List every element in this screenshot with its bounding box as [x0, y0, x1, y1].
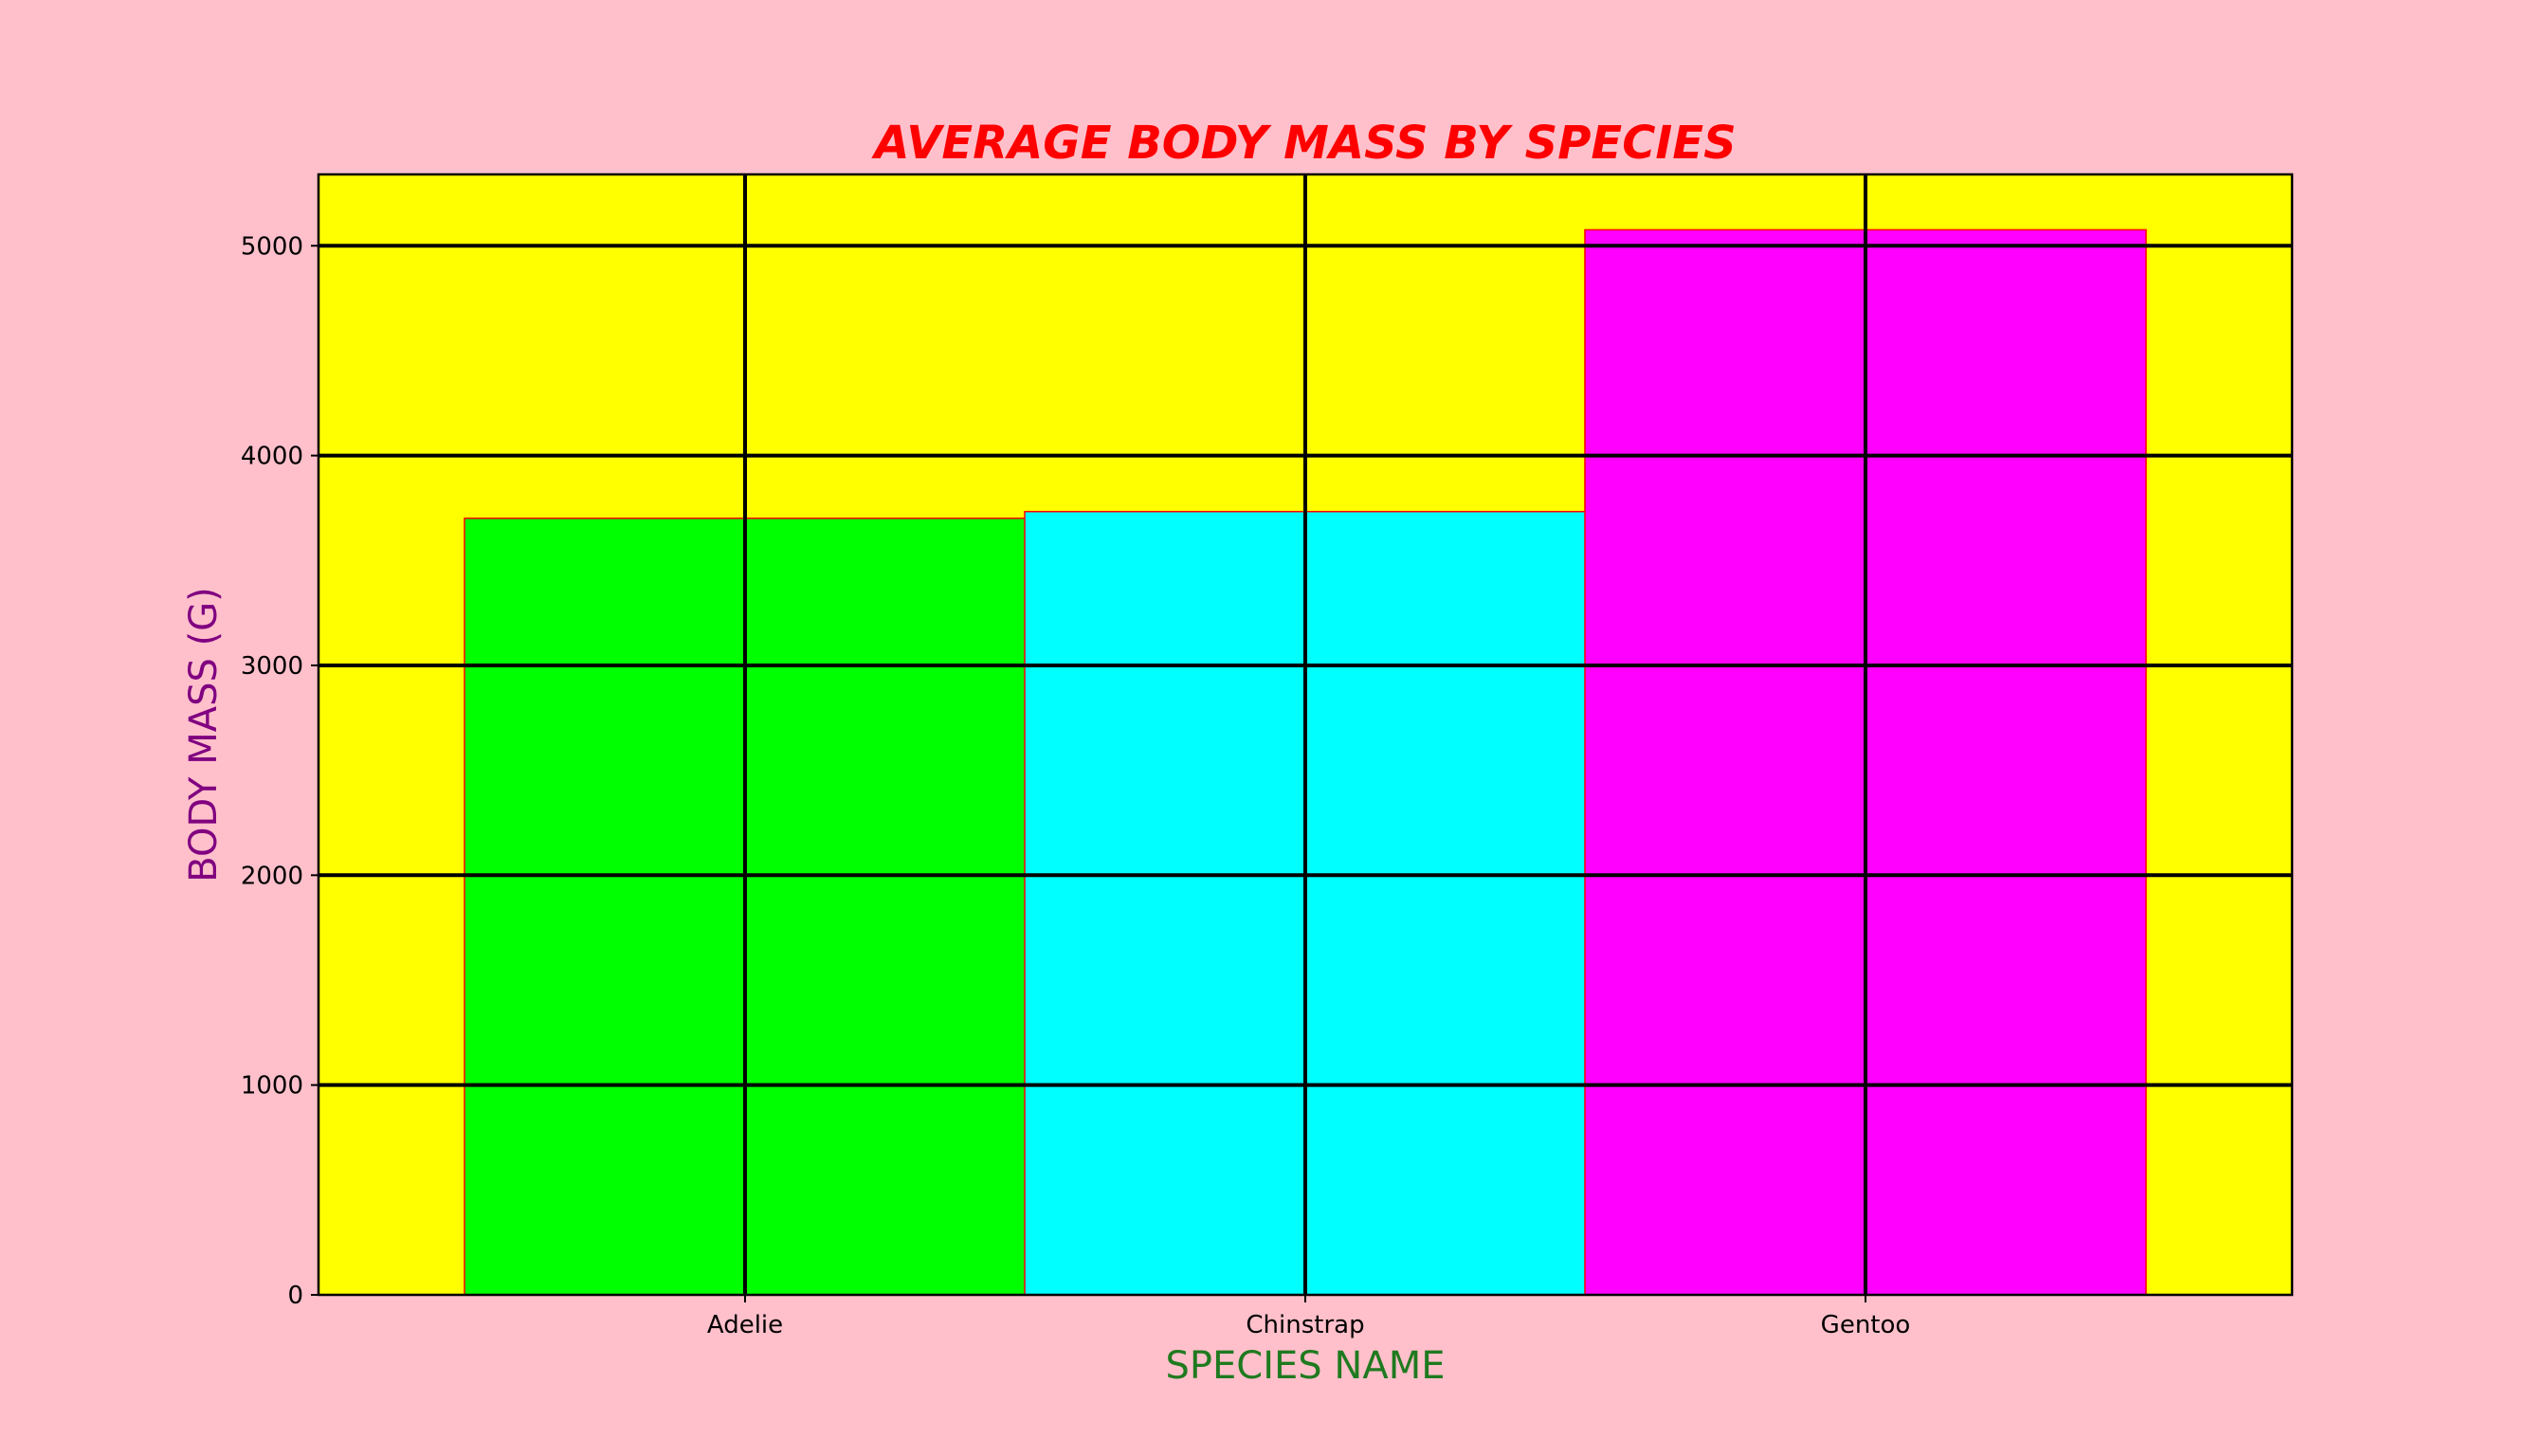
y-tick-label-0: 0 — [287, 1282, 303, 1310]
x-tick-label-adelie: Adelie — [707, 1311, 783, 1339]
y-axis-label: BODY MASS (G) — [182, 587, 226, 883]
y-tick-label-3000: 3000 — [241, 652, 303, 681]
y-tick-label-4000: 4000 — [241, 443, 303, 471]
chart-title: AVERAGE BODY MASS BY SPECIES — [870, 117, 1736, 170]
y-tick-label-2000: 2000 — [241, 862, 303, 890]
y-axis-ticks: 0 1000 2000 3000 4000 5000 — [241, 232, 318, 1310]
x-tick-label-chinstrap: Chinstrap — [1246, 1311, 1364, 1339]
y-tick-label-5000: 5000 — [241, 232, 303, 261]
x-axis-label: SPECIES NAME — [1166, 1344, 1446, 1388]
x-tick-label-gentoo: Gentoo — [1821, 1311, 1911, 1339]
x-axis-ticks: Adelie Chinstrap Gentoo — [707, 1295, 1910, 1339]
y-tick-label-1000: 1000 — [241, 1072, 303, 1101]
grid-lines — [318, 174, 2292, 1295]
